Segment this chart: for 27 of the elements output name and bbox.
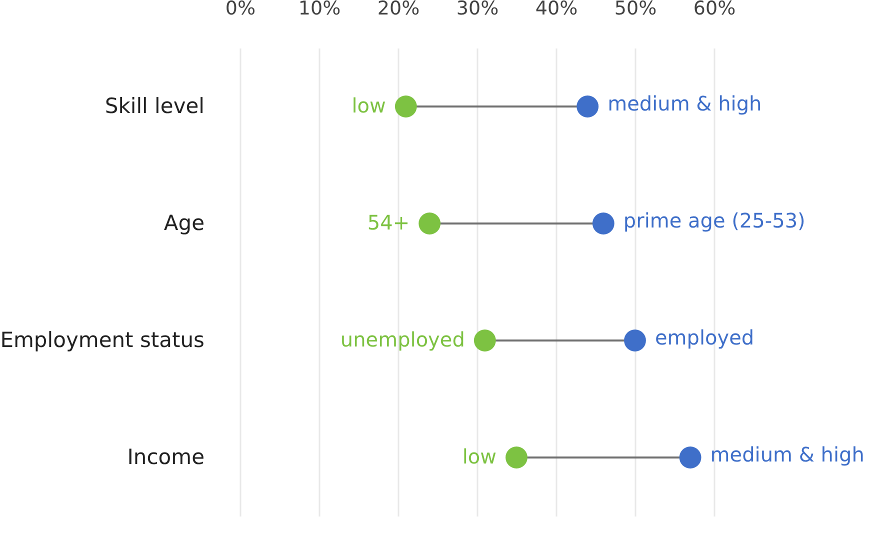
x-tick-label: 50%: [614, 0, 657, 20]
annotation: prime age (25-53): [623, 208, 806, 232]
y-tick-label: Age: [164, 211, 204, 235]
point: [679, 446, 702, 468]
point: [592, 212, 614, 234]
point: [418, 212, 441, 234]
annotation: employed: [655, 326, 754, 350]
point: [474, 330, 496, 352]
x-tick-label: 0%: [225, 0, 256, 20]
annotation: low: [462, 444, 496, 468]
y-tick-label: Skill level: [104, 94, 204, 118]
point: [506, 446, 528, 468]
x-tick-label: 10%: [298, 0, 341, 20]
x-tick-label: 60%: [693, 0, 736, 20]
point: [394, 96, 417, 118]
x-tick-label: 40%: [535, 0, 578, 20]
x-tick-label: 20%: [377, 0, 420, 20]
x-tick-label: 30%: [456, 0, 499, 20]
point: [576, 96, 599, 118]
annotation: low: [352, 94, 386, 118]
point: [624, 330, 646, 352]
annotation: unemployed: [340, 328, 465, 352]
annotation: 54+: [367, 210, 410, 234]
annotation: medium & high: [608, 92, 762, 116]
y-tick-label: Employment status: [0, 328, 204, 352]
annotation: medium & high: [710, 442, 864, 466]
y-tick-label: Income: [127, 445, 204, 469]
